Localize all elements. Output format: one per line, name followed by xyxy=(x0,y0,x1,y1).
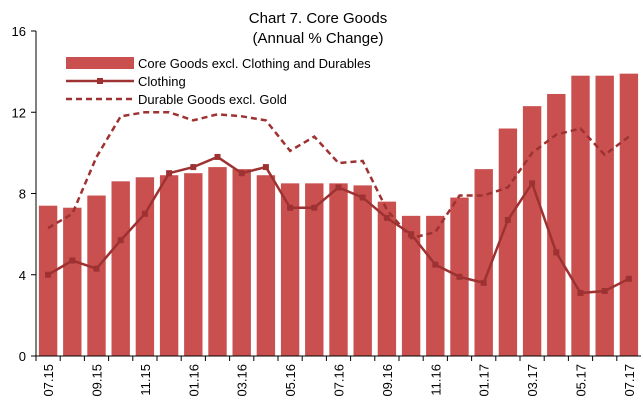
x-tick-label: 07.17 xyxy=(622,364,637,397)
line xyxy=(47,111,630,240)
marker xyxy=(238,170,245,177)
bar xyxy=(184,173,203,356)
bar xyxy=(571,75,590,356)
bar xyxy=(232,169,251,356)
x-tick-label: 01.17 xyxy=(477,364,492,397)
marker xyxy=(408,231,415,238)
marker xyxy=(190,164,197,171)
x-tick-label: 09.16 xyxy=(380,364,395,397)
bar xyxy=(38,205,58,356)
marker xyxy=(553,249,560,256)
marker xyxy=(93,265,100,272)
legend-swatch xyxy=(66,57,134,69)
marker xyxy=(141,210,148,217)
marker xyxy=(456,273,463,280)
bar xyxy=(595,75,614,356)
marker xyxy=(287,204,294,211)
x-tick-label: 07.15 xyxy=(41,364,56,397)
bar xyxy=(329,183,348,356)
bar xyxy=(377,201,397,356)
y-tick-label: 8 xyxy=(19,187,26,202)
marker xyxy=(432,261,439,268)
marker xyxy=(504,216,511,223)
marker xyxy=(383,214,390,221)
bar xyxy=(426,215,445,356)
bar xyxy=(63,207,82,356)
marker xyxy=(577,290,584,297)
bar xyxy=(135,177,155,356)
marker xyxy=(214,153,221,160)
bar xyxy=(280,183,300,356)
marker xyxy=(480,279,487,286)
marker xyxy=(262,164,269,171)
bar xyxy=(111,181,130,356)
marker xyxy=(311,204,318,211)
legend-label: Core Goods excl. Clothing and Durables xyxy=(138,56,371,71)
x-tick-label: 05.16 xyxy=(283,364,298,397)
chart-title: Chart 7. Core Goods xyxy=(249,10,387,27)
x-tick-label: 11.16 xyxy=(428,364,443,396)
marker xyxy=(625,275,632,282)
marker xyxy=(601,288,608,294)
y-tick-label: 4 xyxy=(19,268,26,283)
marker xyxy=(69,257,76,264)
bar xyxy=(401,215,421,356)
marker xyxy=(45,271,52,278)
bar xyxy=(353,185,372,356)
marker xyxy=(117,237,124,244)
x-tick-label: 03.17 xyxy=(525,364,540,397)
bar xyxy=(619,73,639,356)
marker xyxy=(335,184,342,191)
y-tick-label: 12 xyxy=(12,105,26,120)
bar xyxy=(87,195,106,356)
x-tick-label: 05.17 xyxy=(574,364,589,397)
x-tick-label: 09.15 xyxy=(90,364,105,397)
y-tick-label: 0 xyxy=(19,349,26,364)
legend-label: Durable Goods excl. Gold xyxy=(138,92,287,107)
bar xyxy=(498,128,518,356)
bar xyxy=(522,106,542,356)
legend-label: Clothing xyxy=(138,74,186,89)
bar xyxy=(547,93,566,356)
y-tick-label: 16 xyxy=(12,24,26,39)
bar xyxy=(474,169,493,356)
legend-marker xyxy=(97,78,103,84)
x-tick-label: 03.16 xyxy=(235,364,250,397)
marker xyxy=(529,180,536,187)
x-tick-label: 11.15 xyxy=(138,364,153,396)
bar xyxy=(256,175,276,356)
x-tick-label: 07.16 xyxy=(332,364,347,397)
x-tick-label: 01.16 xyxy=(186,364,201,397)
chart-subtitle: (Annual % Change) xyxy=(253,30,384,47)
marker xyxy=(166,170,173,177)
bar xyxy=(208,167,227,356)
bar xyxy=(305,183,324,356)
bar xyxy=(159,175,179,356)
marker xyxy=(359,194,366,201)
